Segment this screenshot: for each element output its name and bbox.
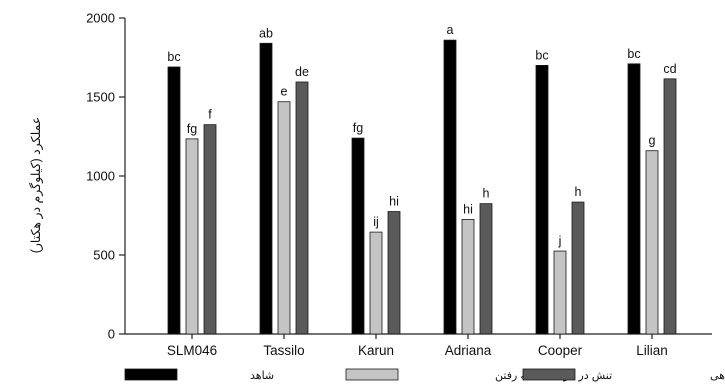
bar xyxy=(645,150,659,335)
bar-data-label: bc xyxy=(627,47,640,61)
bar xyxy=(295,81,309,335)
bar-data-label: h xyxy=(483,187,490,201)
bar-data-label: hi xyxy=(389,195,399,209)
bar-data-label: ij xyxy=(373,215,379,229)
bar xyxy=(167,66,181,335)
legend-swatch xyxy=(522,368,576,381)
bar xyxy=(203,124,217,335)
bar xyxy=(443,39,457,335)
x-tick-label: Adriana xyxy=(445,343,492,358)
bar-data-label: hi xyxy=(463,202,473,216)
bar-data-label: a xyxy=(447,23,454,37)
bar-data-label: bc xyxy=(167,50,180,64)
legend-swatch xyxy=(345,368,399,381)
bar-data-label: de xyxy=(295,65,309,79)
bar xyxy=(479,203,493,335)
bar-data-label: f xyxy=(208,108,212,122)
bar-data-label: bc xyxy=(535,48,548,62)
y-tick-label: 2000 xyxy=(86,11,115,26)
bar xyxy=(535,65,549,335)
bar-data-label: h xyxy=(575,185,582,199)
bar xyxy=(259,42,273,335)
bar xyxy=(277,101,291,335)
legend-label: تنش در مرحله گل دهی xyxy=(710,369,725,382)
bar-data-label: cd xyxy=(663,62,676,76)
bar-data-label: ab xyxy=(259,26,273,40)
y-tick-label: 500 xyxy=(93,248,115,263)
bar xyxy=(461,219,475,335)
y-tick-label: 0 xyxy=(108,327,115,342)
bar-data-label: fg xyxy=(353,121,363,135)
x-tick-label: SLM046 xyxy=(167,343,217,358)
bar xyxy=(571,201,585,335)
y-ticks: 0 500 1000 1500 2000 xyxy=(86,11,125,342)
bar xyxy=(553,250,567,335)
x-tick-label: Lilian xyxy=(636,343,668,358)
y-axis-label: عملکرد (کیلوگرم در هکتار) xyxy=(28,117,44,254)
y-tick-label: 1000 xyxy=(86,169,115,184)
bar xyxy=(351,137,365,335)
bar xyxy=(627,63,641,335)
bar xyxy=(185,138,199,335)
bar-data-label: g xyxy=(649,134,656,148)
x-tick-label: Cooper xyxy=(538,343,583,358)
bar-data-label: j xyxy=(558,234,562,248)
x-ticks: SLM046 Tassilo Karun Adriana Cooper Lilian xyxy=(167,334,668,358)
legend-label: شاهد xyxy=(250,370,274,382)
y-tick-label: 1500 xyxy=(86,90,115,105)
bar-data-label: fg xyxy=(187,122,197,136)
bar xyxy=(387,211,401,335)
bar xyxy=(369,231,383,335)
bar-data-label: e xyxy=(281,85,288,99)
legend-swatch xyxy=(124,368,178,381)
x-tick-label: Karun xyxy=(358,343,394,358)
bar xyxy=(663,78,677,335)
x-tick-label: Tassilo xyxy=(263,343,304,358)
bars xyxy=(167,39,677,335)
